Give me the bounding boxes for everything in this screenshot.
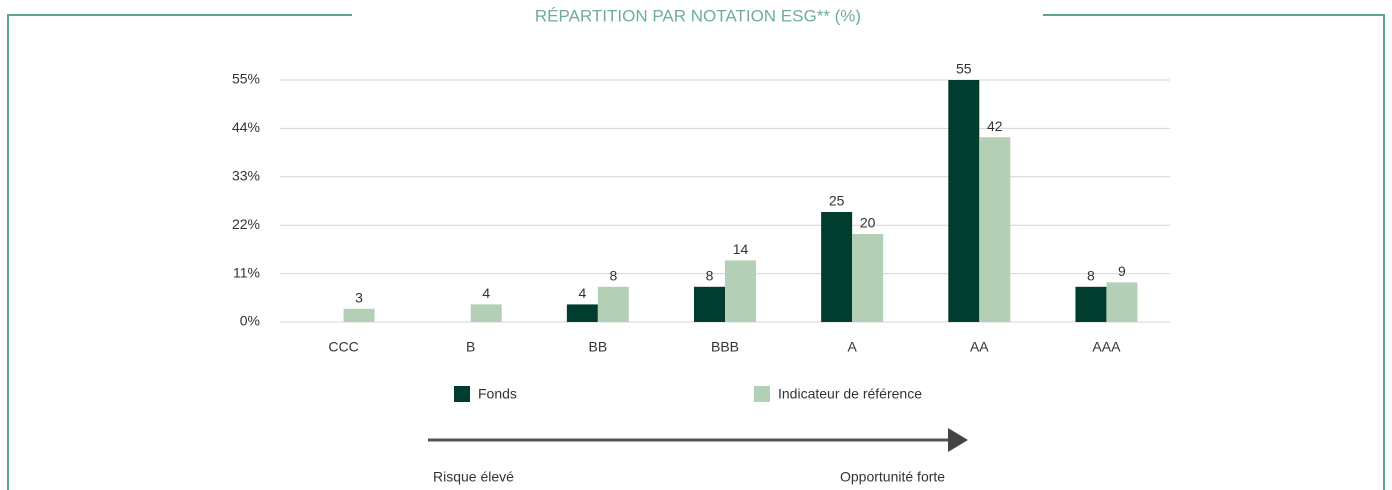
data-label: 4 [578,285,586,301]
x-tick-label: CCC [328,339,358,355]
x-tick-label: B [466,339,475,355]
bar [821,212,853,322]
y-tick-label: 11% [233,264,260,280]
legend-label: Indicateur de référence [778,386,922,402]
frame-left [7,14,352,490]
bar [948,80,980,322]
data-label: 9 [1118,263,1126,279]
bar [1106,282,1138,322]
y-tick-label: 0% [240,313,260,329]
x-tick-label: AA [970,339,989,355]
x-tick-label: A [847,339,857,355]
data-label: 55 [956,61,972,77]
data-label: 8 [1087,268,1095,284]
y-tick-label: 44% [232,119,260,135]
arrow-head [948,428,968,452]
bar [597,286,629,322]
data-label: 8 [706,268,714,284]
x-tick-label: BB [589,339,608,355]
data-label: 42 [987,118,1003,134]
data-label: 3 [355,290,363,306]
bar [566,304,598,322]
data-label: 4 [482,285,490,301]
x-tick-label: BBB [711,339,739,355]
bar [343,308,375,322]
annotation: Opportunité forte [840,469,945,485]
legend-label: Fonds [478,386,517,402]
bar [1075,286,1107,322]
data-label: 20 [860,215,876,231]
y-tick-label: 22% [232,216,260,232]
data-label: 8 [609,268,617,284]
data-label: 25 [829,193,845,209]
bar [979,137,1011,322]
data-label: 14 [733,241,749,257]
legend-swatch [754,386,770,402]
bar [694,286,725,322]
legend-swatch [454,386,470,402]
chart-title: RÉPARTITION PAR NOTATION ESG** (%) [535,6,861,25]
bar [725,260,756,322]
frame-right [1043,14,1385,490]
y-tick-label: 55% [232,71,260,87]
bar [470,304,502,322]
y-tick-label: 33% [232,168,260,184]
x-tick-label: AAA [1092,339,1121,355]
bar [852,234,884,322]
annotation: Risque élevé [433,469,514,485]
